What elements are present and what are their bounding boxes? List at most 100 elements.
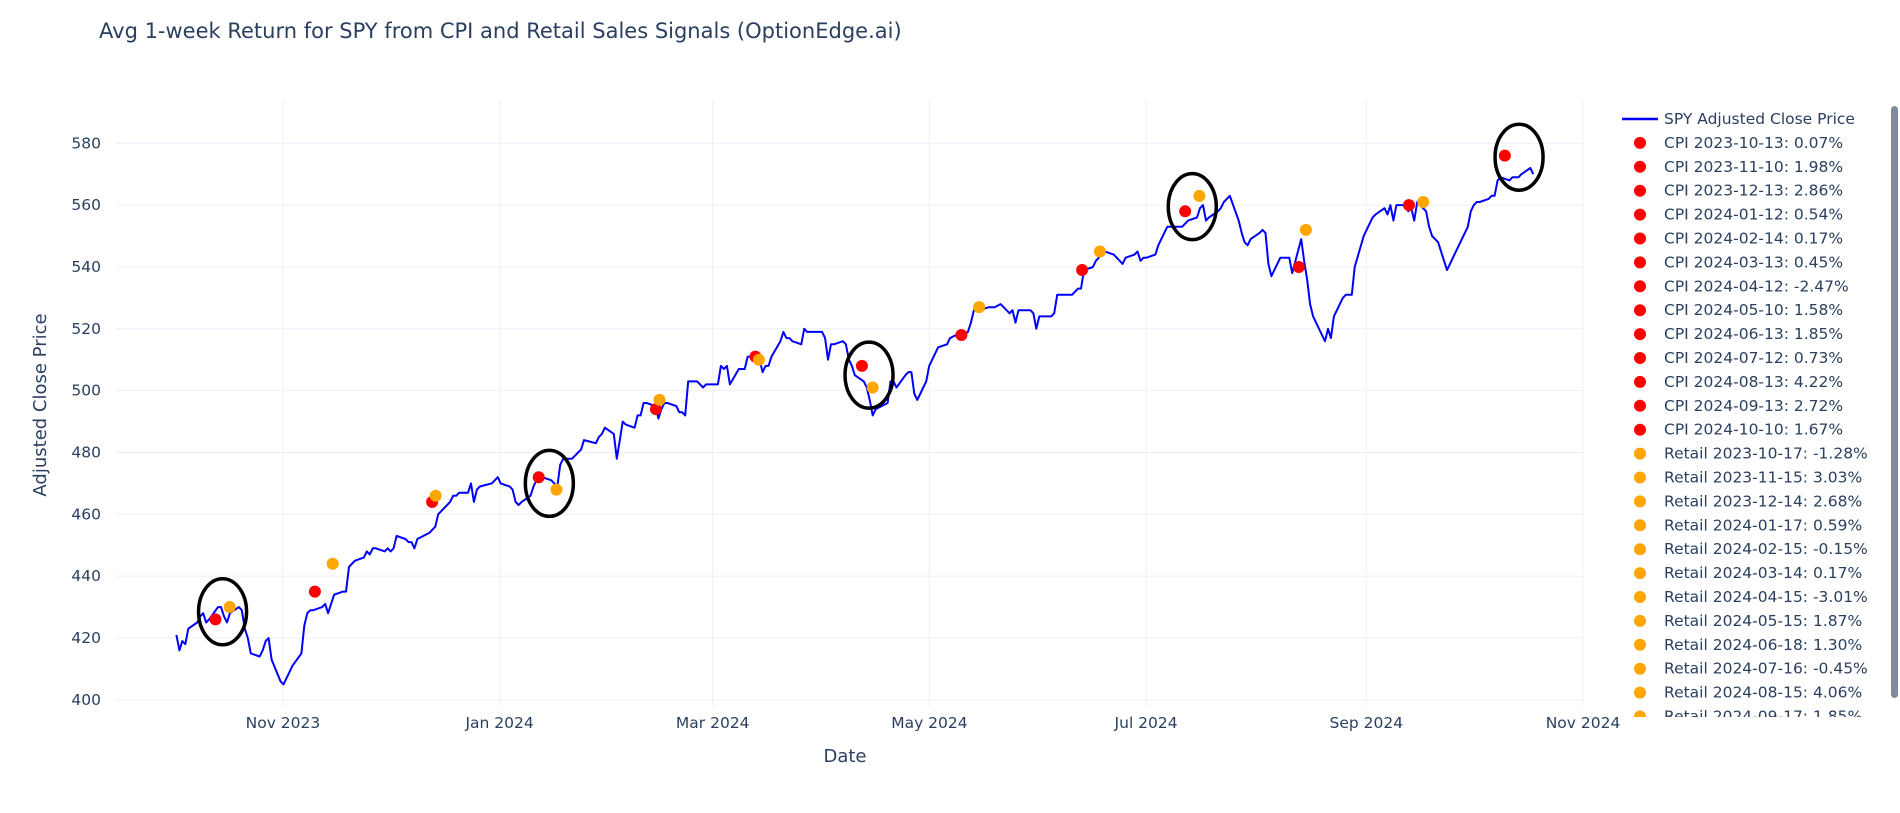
legend-item: CPI 2024-07-12: 0.73% — [1634, 349, 1843, 367]
legend-item: Retail 2024-04-15: -3.01% — [1634, 588, 1868, 606]
y-tick-label: 400 — [71, 691, 101, 709]
legend-label: Retail 2023-12-14: 2.68% — [1664, 492, 1862, 510]
legend-dot-swatch — [1634, 662, 1646, 675]
legend-dot-swatch — [1634, 208, 1646, 221]
legend-item: SPY Adjusted Close Price — [1622, 110, 1855, 128]
highlight-circle — [196, 576, 249, 647]
cpi-marker — [1402, 199, 1415, 212]
spy-price-line — [175, 167, 1535, 686]
legend-label: Retail 2023-10-17: -1.28% — [1664, 445, 1868, 463]
cpi-marker — [209, 613, 222, 626]
legend-label: Retail 2024-05-15: 1.87% — [1664, 612, 1862, 630]
cpi-marker — [1179, 205, 1192, 218]
legend-dot-swatch — [1634, 447, 1646, 460]
cpi-marker — [308, 585, 321, 598]
legend-label: CPI 2024-02-14: 0.17% — [1664, 230, 1843, 248]
legend: SPY Adjusted Close Price CPI 2023-10-13: … — [1622, 110, 1868, 726]
x-tick-label: Mar 2024 — [676, 714, 750, 732]
legend-dot-swatch — [1634, 136, 1646, 149]
plot-area — [116, 100, 1584, 706]
legend-item: Retail 2024-03-14: 0.17% — [1634, 564, 1862, 582]
retail-marker — [1193, 189, 1206, 202]
legend-item: CPI 2024-05-10: 1.58% — [1634, 301, 1843, 319]
legend-label: CPI 2024-10-10: 1.67% — [1664, 421, 1843, 439]
signal-markers — [209, 149, 1511, 626]
legend-label: CPI 2023-10-13: 0.07% — [1664, 134, 1843, 152]
legend-label: Retail 2024-08-15: 4.06% — [1664, 684, 1862, 702]
retail-marker — [752, 353, 765, 366]
legend-dot-swatch — [1634, 160, 1646, 173]
cpi-marker — [1498, 149, 1511, 162]
y-axis-title: Adjusted Close Price — [30, 313, 51, 496]
x-tick-label: Sep 2024 — [1330, 714, 1404, 732]
legend-label: CPI 2024-06-13: 1.85% — [1664, 325, 1843, 343]
y-tick-label: 560 — [71, 196, 101, 214]
highlight-circle — [843, 340, 895, 410]
y-tick-label: 520 — [71, 320, 101, 338]
x-tick-label: May 2024 — [891, 714, 967, 732]
y-tick-label: 500 — [71, 382, 101, 400]
legend-item: CPI 2024-09-13: 2.72% — [1634, 397, 1843, 415]
legend-dot-swatch — [1634, 710, 1646, 717]
y-gridlines — [116, 142, 1583, 701]
legend-item: CPI 2024-06-13: 1.85% — [1634, 325, 1843, 343]
legend-item: CPI 2024-04-12: -2.47% — [1634, 277, 1849, 295]
cpi-marker — [532, 471, 545, 484]
legend-label: CPI 2024-09-13: 2.72% — [1664, 397, 1843, 415]
y-tick-label: 540 — [71, 258, 101, 276]
legend-dot-swatch — [1634, 495, 1646, 508]
legend-label: Retail 2024-06-18: 1.30% — [1664, 636, 1862, 654]
legend-item: CPI 2024-08-13: 4.22% — [1634, 373, 1843, 391]
legend-item: CPI 2023-12-13: 2.86% — [1634, 182, 1843, 200]
legend-item: CPI 2024-02-14: 0.17% — [1634, 230, 1843, 248]
legend-item: CPI 2024-10-10: 1.67% — [1634, 421, 1843, 439]
cpi-marker — [855, 359, 868, 372]
y-axis-ticks: 400 420 440 460 480 500 520 540 560 580 — [71, 134, 101, 709]
highlight-circles — [196, 122, 1545, 647]
y-tick-label: 440 — [71, 567, 101, 585]
y-tick-label: 420 — [71, 629, 101, 647]
legend-item: Retail 2024-08-15: 4.06% — [1634, 684, 1862, 702]
legend-item: Retail 2024-05-15: 1.87% — [1634, 612, 1862, 630]
x-tick-label: Jan 2024 — [464, 714, 533, 732]
legend-dot-swatch — [1634, 304, 1646, 317]
retail-marker — [1299, 223, 1312, 236]
legend-label: Retail 2024-07-16: -0.45% — [1664, 660, 1868, 678]
legend-item: Retail 2023-11-15: 3.03% — [1634, 469, 1862, 487]
legend-dot-swatch — [1634, 519, 1646, 532]
legend-item: CPI 2024-03-13: 0.45% — [1634, 253, 1843, 271]
legend-label: Retail 2023-11-15: 3.03% — [1664, 469, 1862, 487]
legend-dot-swatch — [1634, 591, 1646, 603]
x-tick-label: Jul 2024 — [1114, 714, 1178, 732]
legend-dot-swatch — [1634, 232, 1646, 245]
legend-label: CPI 2024-03-13: 0.45% — [1664, 253, 1843, 271]
highlight-circle — [1493, 122, 1545, 192]
legend-scrollbar[interactable] — [1891, 106, 1898, 698]
y-tick-label: 480 — [71, 443, 101, 461]
legend-label: CPI 2023-12-13: 2.86% — [1664, 182, 1843, 200]
legend-dot-swatch — [1634, 375, 1646, 388]
legend-label: SPY Adjusted Close Price — [1664, 110, 1855, 128]
retail-marker — [653, 393, 666, 406]
y-tick-label: 580 — [71, 134, 101, 152]
retail-marker — [223, 601, 236, 614]
legend-dot-swatch — [1634, 399, 1646, 412]
legend-dot-swatch — [1634, 543, 1646, 556]
cpi-marker — [1292, 260, 1305, 273]
legend-item: Retail 2024-01-17: 0.59% — [1634, 516, 1862, 534]
legend-label: CPI 2024-08-13: 4.22% — [1664, 373, 1843, 391]
x-axis-title: Date — [823, 746, 866, 767]
chart-title: Avg 1-week Return for SPY from CPI and R… — [99, 19, 902, 43]
y-tick-label: 460 — [71, 505, 101, 523]
price-line-layer — [175, 167, 1535, 686]
legend-dot-swatch — [1634, 328, 1646, 341]
legend-item: Retail 2024-06-18: 1.30% — [1634, 636, 1862, 654]
legend-label: Retail 2024-09-17: 1.85% — [1664, 708, 1862, 726]
legend-dot-swatch — [1634, 256, 1646, 269]
legend-dot-swatch — [1634, 686, 1646, 699]
legend-dot-swatch — [1634, 567, 1646, 580]
legend-item: Retail 2024-09-17: 1.85% — [1634, 708, 1862, 726]
retail-marker — [1417, 196, 1430, 209]
legend-item: Retail 2023-10-17: -1.28% — [1634, 445, 1868, 463]
legend-dot-swatch — [1634, 423, 1646, 436]
